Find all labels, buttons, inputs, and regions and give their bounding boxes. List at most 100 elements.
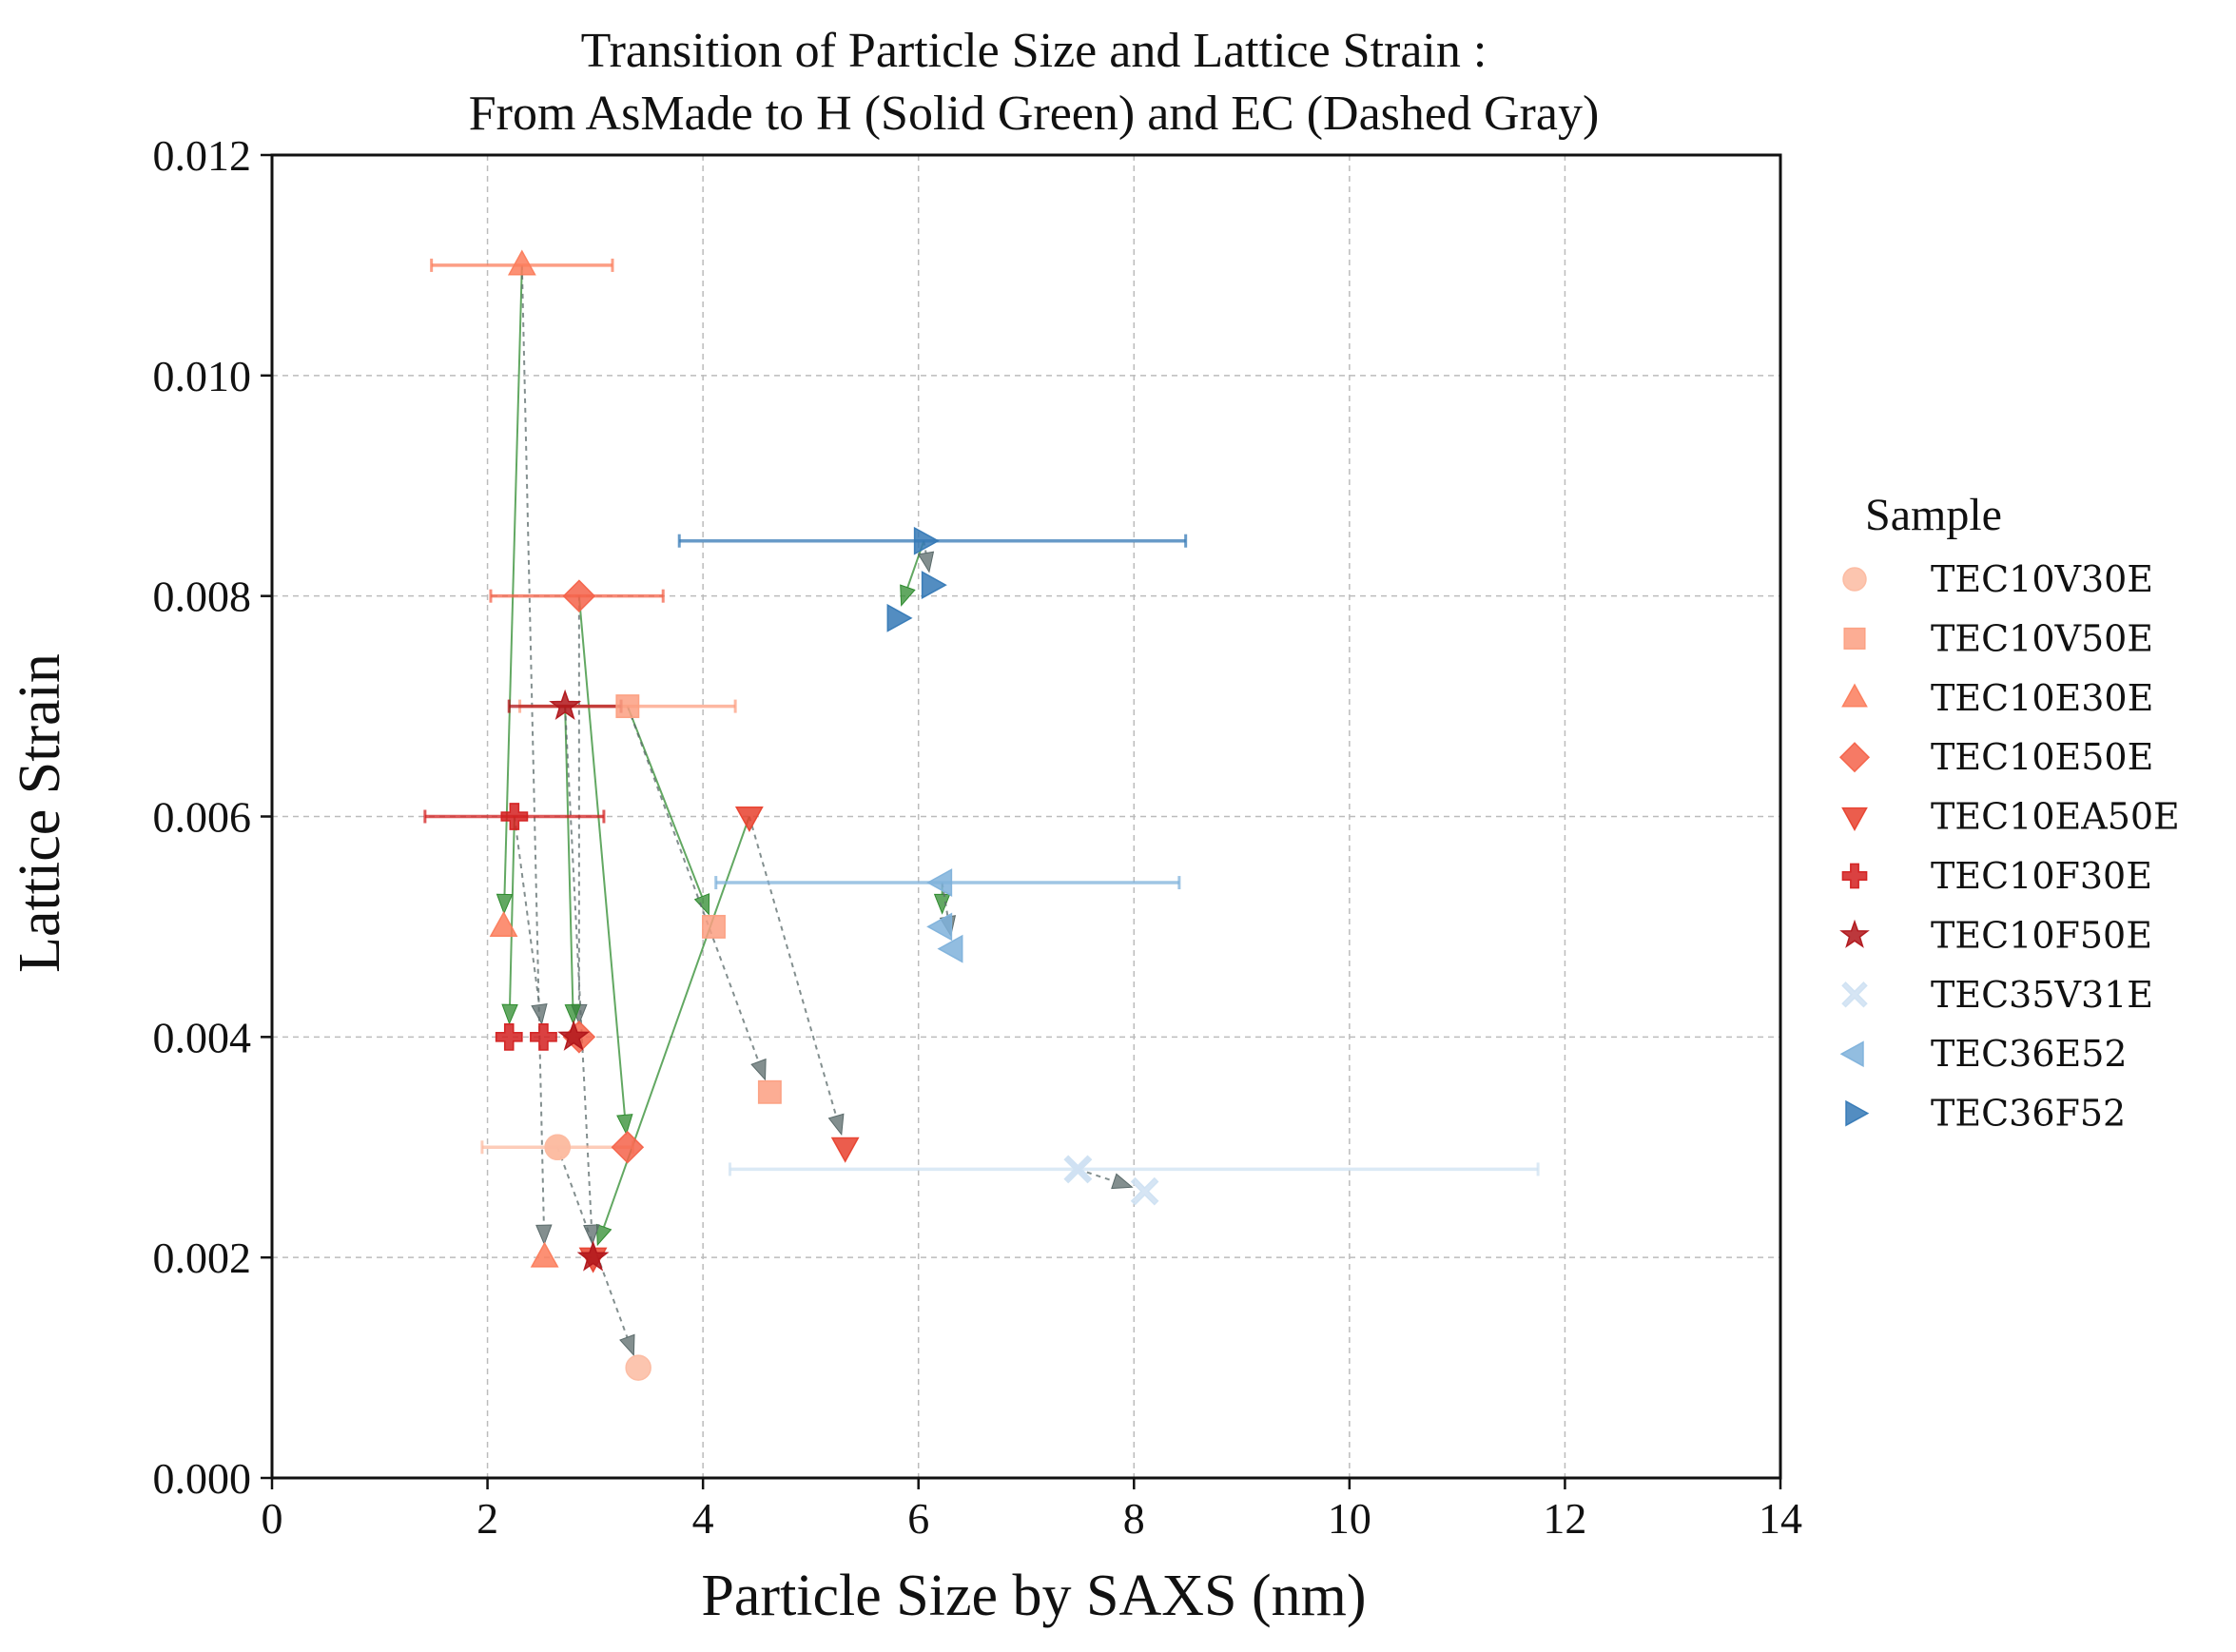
tick-layer: 0 2 4 6 8 10 12 14 0.000 0.002 0.004 0.006 0.008 0.01… (153, 131, 1803, 1543)
legend-title: Sample (1865, 490, 2002, 540)
arrow-ec-tec10f50e (564, 706, 600, 1246)
legend-label-tec35v31e: TEC35V31E (1931, 974, 2153, 1016)
point-tec10e30e-asmade (507, 249, 536, 276)
legend-label-tec36f52: TEC36F52 (1931, 1093, 2126, 1135)
arrow-h-tec10f50e (564, 706, 582, 1025)
legend-marker-tec36f52 (1845, 1099, 1870, 1127)
point-tec10f50e-h (557, 1020, 591, 1051)
y-tick-label: 0.000 (153, 1454, 252, 1503)
legend-item-tec10f30e: TEC10F30E (1841, 855, 2152, 897)
legend-items: TEC10V30E TEC10V50E TEC10E30E TEC10E50E TEC1… (1838, 558, 2180, 1135)
plot-frame (270, 153, 1782, 1480)
x-axis-label: Particle Size by SAXS (nm) (701, 1564, 1366, 1628)
point-tec36f52-h (886, 603, 913, 632)
point-tec10f30e-asmade (500, 803, 529, 830)
legend: Sample TEC10V30E TEC10V50E TEC10E30E TEC10E… (1838, 490, 2180, 1135)
point-tec10f50e-asmade (549, 689, 582, 721)
arrow-ec-tec10f50e-head (583, 1224, 600, 1246)
arrow-ec-tec10v50e (626, 706, 767, 1081)
legend-marker-tec10ea50e (1841, 807, 1868, 831)
chart-title: Transition of Particle Size and Lattice … (581, 24, 1487, 78)
arrow-ec-tec10e30e-line (520, 264, 545, 1226)
arrow-h-tec10e50e (577, 595, 633, 1136)
arrow-h-tec10e50e-line (577, 595, 626, 1116)
arrow-h-tec10e30e (496, 264, 523, 915)
legend-label-tec10v50e: TEC10V50E (1931, 617, 2153, 659)
arrow-ec-tec10f30e (513, 816, 548, 1025)
arrow-ec-tec10e30e (520, 264, 553, 1246)
point-tec10e50e-asmade (562, 579, 596, 612)
x-tick-label: 10 (1328, 1494, 1371, 1543)
x-tick-label: 12 (1543, 1494, 1586, 1543)
legend-item-tec10v30e: TEC10V30E (1842, 558, 2153, 600)
arrow-h-tec10e30e-line (503, 264, 523, 895)
x-tick-label: 4 (692, 1494, 714, 1543)
point-tec36e52-ec (937, 934, 963, 963)
legend-item-tec35v31e: TEC35V31E (1841, 974, 2153, 1016)
arrow-h-tec10v50e-line (626, 706, 704, 898)
legend-item-tec36e52: TEC36E52 (1839, 1033, 2128, 1075)
arrow-ec-tec36e52-line (941, 882, 949, 918)
x-tick-label: 2 (476, 1494, 498, 1543)
point-tec10v50e-ec (757, 1079, 782, 1104)
legend-label-tec10ea50e: TEC10EA50E (1931, 796, 2180, 838)
arrow-h-tec10f50e-line (564, 706, 574, 1005)
arrow-ec-tec10f30e-line (513, 816, 541, 1005)
x-tick-label: 14 (1759, 1494, 1802, 1543)
point-tec10ea50e-asmade (734, 807, 764, 833)
legend-item-tec10v50e: TEC10V50E (1843, 617, 2153, 659)
point-tec10v30e-ec (625, 1354, 651, 1381)
point-tec10v50e-h (702, 914, 726, 939)
arrow-h-tec10f30e (501, 816, 518, 1025)
legend-marker-tec10v30e (1842, 567, 1867, 592)
legend-item-tec10f50e: TEC10F50E (1839, 914, 2152, 956)
arrow-ec-tec10ea50e (748, 816, 845, 1137)
point-tec10ea50e-ec (830, 1137, 860, 1163)
x-tick-label: 8 (1123, 1494, 1145, 1543)
arrow-ec-tec35v31e-head (1111, 1173, 1134, 1190)
legend-marker-tec10e30e (1841, 683, 1868, 708)
point-tec35v31e-ec (1130, 1176, 1159, 1206)
arrow-h-tec36f52-head (900, 584, 916, 607)
y-axis-label: Lattice Strain (8, 653, 72, 973)
point-tec10f30e-h (495, 1022, 523, 1051)
arrow-ec-tec10v50e-line (626, 706, 760, 1062)
arrow-ec-tec35v31e (1078, 1168, 1134, 1190)
y-tick-label: 0.012 (153, 131, 252, 180)
arrow-ec-tec10v30e-head (619, 1333, 635, 1357)
point-tec10f30e-ec (530, 1022, 557, 1051)
errorbar-tec35v31e (728, 1162, 1540, 1176)
point-tec10v50e-asmade (615, 694, 640, 719)
y-tick-label: 0.004 (153, 1013, 252, 1061)
legend-item-tec36f52: TEC36F52 (1845, 1093, 2126, 1135)
point-tec36f52-ec (921, 571, 947, 599)
arrow-h-tec10e50e-head (616, 1114, 633, 1136)
point-tec10e30e-ec (530, 1241, 559, 1268)
arrow-ec-tec35v31e-line (1078, 1168, 1115, 1182)
arrow-ec-tec10v50e-head (750, 1058, 767, 1081)
y-tick-label: 0.006 (153, 793, 252, 842)
point-tec36f52-asmade (913, 526, 940, 555)
arrow-ec-tec36f52-head (917, 551, 935, 573)
point-tec10e30e-h (489, 910, 518, 937)
chart-subtitle: From AsMade to H (Solid Green) and EC (D… (469, 87, 1600, 141)
legend-item-tec10ea50e: TEC10EA50E (1841, 796, 2180, 838)
legend-item-tec10e30e: TEC10E30E (1841, 677, 2153, 719)
legend-marker-tec35v31e (1841, 981, 1868, 1008)
legend-marker-tec36e52 (1839, 1040, 1864, 1068)
point-tec35v31e-h (1063, 1155, 1093, 1184)
point-tec36e52-asmade (926, 868, 953, 897)
arrow-h-tec10f30e-line (509, 816, 515, 1005)
legend-label-tec10e30e: TEC10E30E (1931, 677, 2153, 719)
legend-marker-tec10v50e (1843, 627, 1866, 650)
arrow-ec-tec10f50e-line (564, 706, 593, 1226)
x-tick-label: 6 (907, 1494, 929, 1543)
legend-marker-tec10e50e (1838, 742, 1871, 773)
legend-label-tec10f30e: TEC10F30E (1931, 855, 2152, 897)
point-tec36e52-h (926, 912, 953, 942)
arrow-ec-tec10ea50e-head (827, 1113, 845, 1137)
legend-label-tec10f50e: TEC10F50E (1931, 914, 2152, 956)
